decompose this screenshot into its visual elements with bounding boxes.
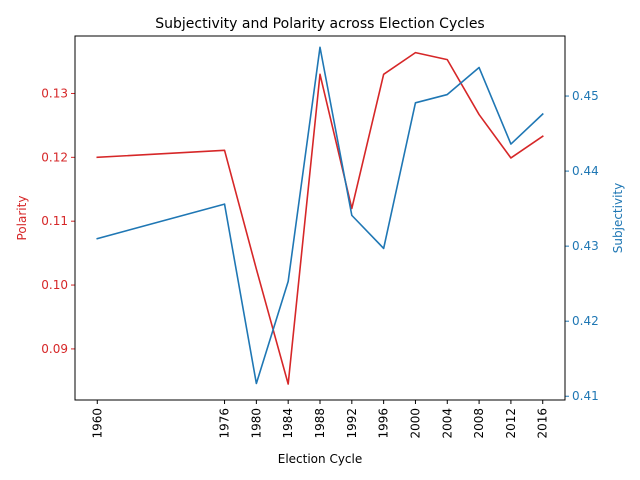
y-right-axis-title: Subjectivity <box>611 183 625 253</box>
x-tick-label: 2012 <box>504 408 518 439</box>
y-right-tick-label: 0.45 <box>572 89 599 103</box>
x-tick-label: 1988 <box>313 408 327 439</box>
x-tick-label: 1996 <box>377 408 391 439</box>
x-tick-label: 2004 <box>440 408 454 439</box>
y-right-tick-label: 0.44 <box>572 164 599 178</box>
y-left-tick-label: 0.12 <box>41 150 68 164</box>
x-tick-label: 1976 <box>218 408 232 439</box>
y-left-tick-label: 0.11 <box>41 214 68 228</box>
x-tick-label: 1960 <box>90 408 104 439</box>
y-left-tick-label: 0.10 <box>41 278 68 292</box>
y-left-tick-label: 0.13 <box>41 86 68 100</box>
y-left-axis-title: Polarity <box>15 196 29 241</box>
y-right-tick-label: 0.42 <box>572 314 599 328</box>
x-tick-label: 1992 <box>345 408 359 439</box>
y-left-tick-label: 0.09 <box>41 342 68 356</box>
x-tick-label: 2000 <box>408 408 422 439</box>
y-right-tick-label: 0.43 <box>572 239 599 253</box>
x-tick-label: 2016 <box>536 408 550 439</box>
y-right-tick-label: 0.41 <box>572 389 599 403</box>
x-tick-label: 2008 <box>472 408 486 439</box>
x-axis-title: Election Cycle <box>278 452 363 466</box>
chart-title: Subjectivity and Polarity across Electio… <box>155 16 484 32</box>
x-tick-label: 1980 <box>249 408 263 439</box>
x-tick-label: 1984 <box>281 408 295 439</box>
